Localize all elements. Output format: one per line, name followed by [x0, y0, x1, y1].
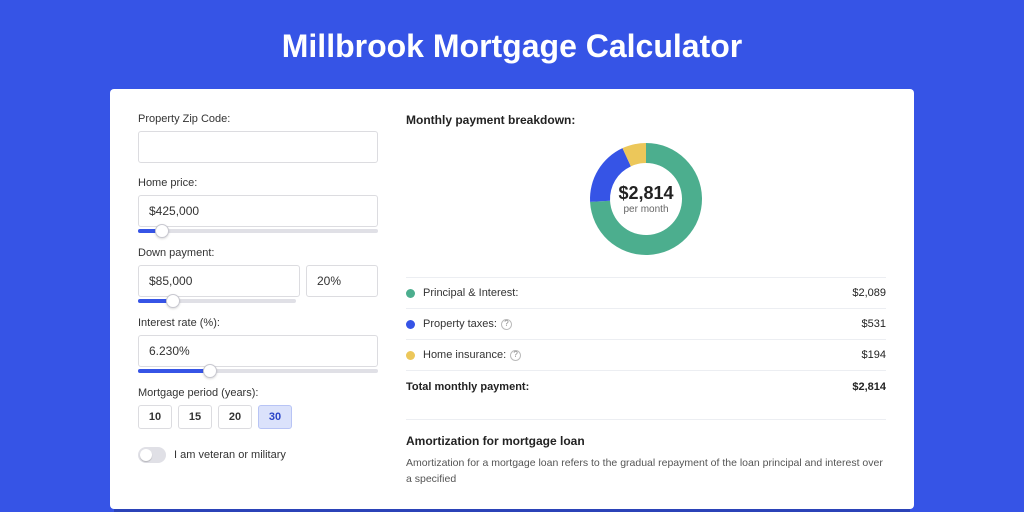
- down-payment-slider[interactable]: [138, 299, 296, 303]
- breakdown-label: Principal & Interest:: [423, 287, 852, 299]
- zip-input[interactable]: [138, 131, 378, 163]
- donut-center-value: $2,814: [618, 183, 673, 204]
- home-price-label: Home price:: [138, 177, 378, 189]
- interest-rate-label: Interest rate (%):: [138, 317, 378, 329]
- total-row: Total monthly payment: $2,814: [406, 370, 886, 403]
- period-option-20[interactable]: 20: [218, 405, 252, 429]
- swatch-icon: [406, 351, 415, 360]
- period-option-30[interactable]: 30: [258, 405, 292, 429]
- breakdown-title: Monthly payment breakdown:: [406, 113, 886, 127]
- period-options: 10152030: [138, 405, 378, 429]
- total-value: $2,814: [852, 381, 886, 393]
- amortization-section: Amortization for mortgage loan Amortizat…: [406, 419, 886, 488]
- period-group: Mortgage period (years): 10152030: [138, 387, 378, 429]
- home-price-input[interactable]: [138, 195, 378, 227]
- donut-center: $2,814 per month: [618, 183, 673, 215]
- veteran-label: I am veteran or military: [174, 449, 286, 461]
- down-payment-label: Down payment:: [138, 247, 378, 259]
- home-price-slider[interactable]: [138, 229, 378, 233]
- home-price-group: Home price:: [138, 177, 378, 233]
- breakdown-row: Home insurance:?$194: [406, 339, 886, 370]
- down-payment-pct-input[interactable]: [306, 265, 378, 297]
- breakdown-value: $2,089: [852, 287, 886, 299]
- interest-rate-input[interactable]: [138, 335, 378, 367]
- period-option-10[interactable]: 10: [138, 405, 172, 429]
- period-option-15[interactable]: 15: [178, 405, 212, 429]
- period-label: Mortgage period (years):: [138, 387, 378, 399]
- amortization-text: Amortization for a mortgage loan refers …: [406, 456, 886, 488]
- form-panel: Property Zip Code: Home price: Down paym…: [138, 113, 378, 469]
- breakdown-value: $194: [862, 349, 886, 361]
- interest-rate-group: Interest rate (%):: [138, 317, 378, 373]
- info-icon[interactable]: ?: [510, 350, 521, 361]
- page-title: Millbrook Mortgage Calculator: [0, 0, 1024, 89]
- veteran-toggle[interactable]: [138, 447, 166, 463]
- breakdown-label: Property taxes:?: [423, 318, 862, 330]
- breakdown-row: Property taxes:?$531: [406, 308, 886, 339]
- breakdown-row: Principal & Interest:$2,089: [406, 277, 886, 308]
- breakdown-panel: Monthly payment breakdown: $2,814 per mo…: [406, 113, 886, 469]
- info-icon[interactable]: ?: [501, 319, 512, 330]
- breakdown-label: Home insurance:?: [423, 349, 862, 361]
- veteran-row: I am veteran or military: [138, 447, 378, 463]
- zip-group: Property Zip Code:: [138, 113, 378, 163]
- swatch-icon: [406, 289, 415, 298]
- amortization-title: Amortization for mortgage loan: [406, 434, 886, 448]
- total-label: Total monthly payment:: [406, 381, 529, 393]
- swatch-icon: [406, 320, 415, 329]
- down-payment-group: Down payment:: [138, 247, 378, 303]
- donut-center-label: per month: [618, 204, 673, 215]
- breakdown-value: $531: [862, 318, 886, 330]
- donut-chart: $2,814 per month: [406, 139, 886, 259]
- zip-label: Property Zip Code:: [138, 113, 378, 125]
- calculator-card: Property Zip Code: Home price: Down paym…: [110, 89, 914, 509]
- down-payment-input[interactable]: [138, 265, 300, 297]
- interest-rate-slider[interactable]: [138, 369, 378, 373]
